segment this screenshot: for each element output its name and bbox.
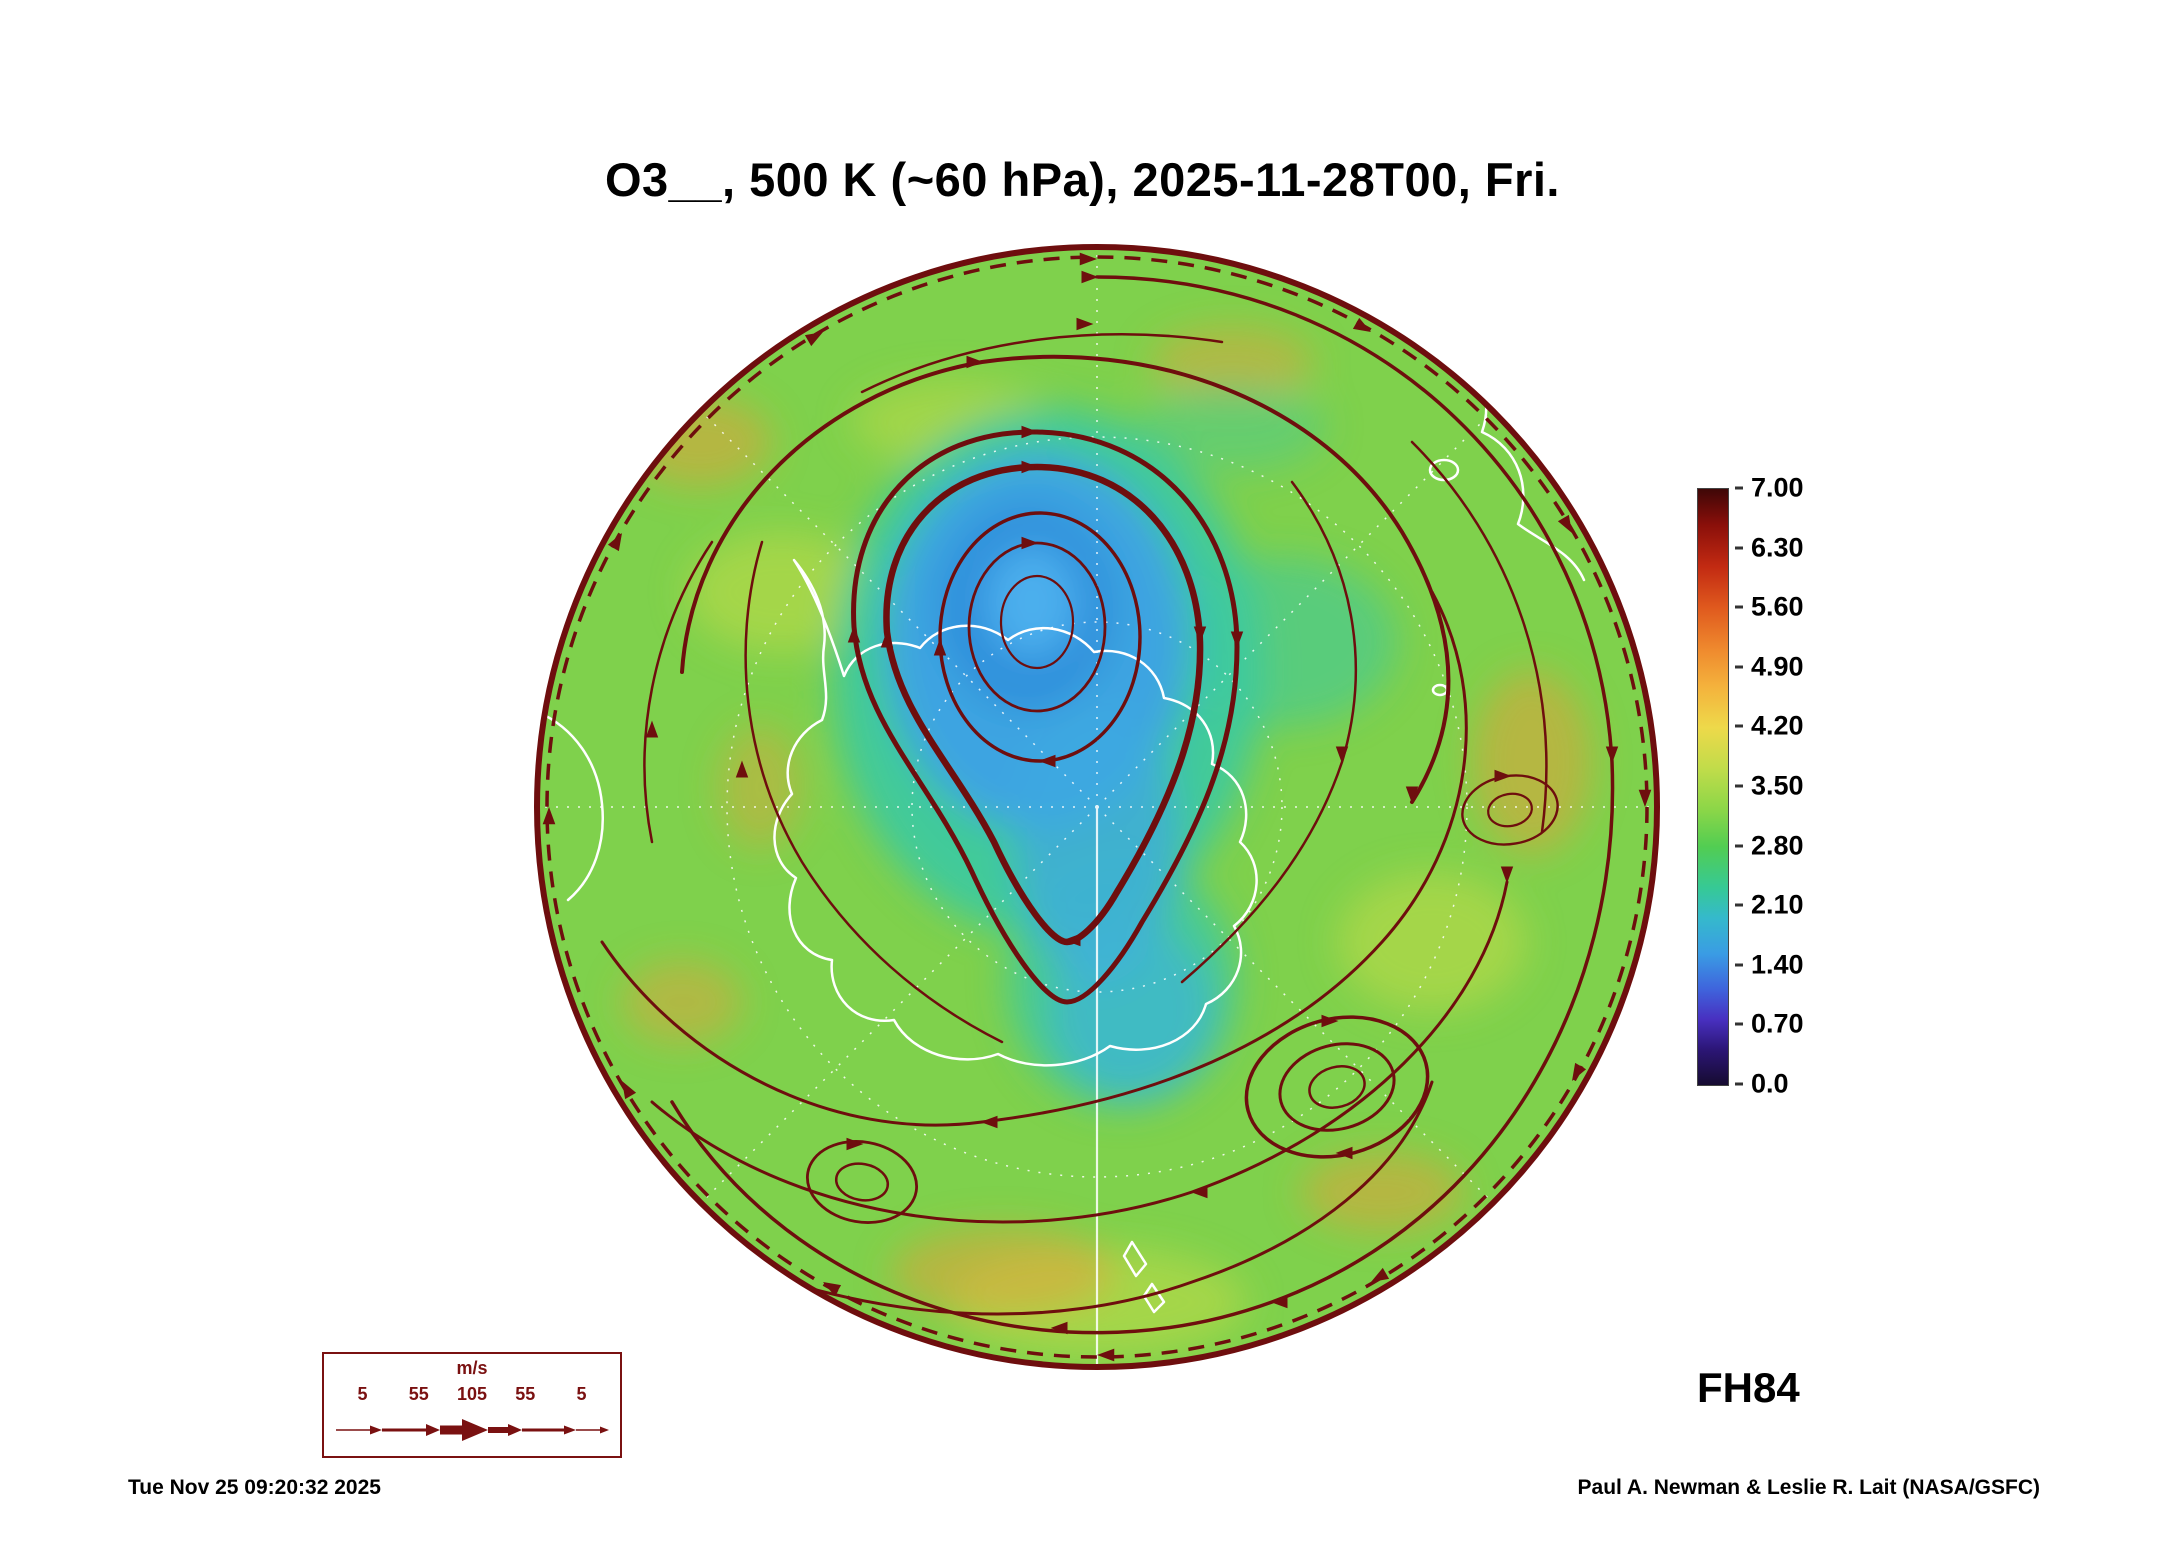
colorbar-tick-label: 2.10 xyxy=(1751,889,1804,920)
tick-mark xyxy=(1735,963,1743,967)
tick-mark xyxy=(1735,665,1743,669)
colorbar-tick: 6.30 xyxy=(1735,532,1804,563)
colorbar-tick-label: 4.90 xyxy=(1751,651,1804,682)
colorbar-tick-label: 0.0 xyxy=(1751,1068,1789,1099)
wind-values-row: 5 55 105 55 5 xyxy=(324,1384,620,1404)
colorbar-tick-label: 7.00 xyxy=(1751,472,1804,503)
colorbar-tick-label: 5.60 xyxy=(1751,591,1804,622)
polar-map xyxy=(532,242,1662,1372)
wind-unit-label: m/s xyxy=(456,1358,488,1378)
wind-value: 55 xyxy=(408,1384,429,1404)
polar-map-svg xyxy=(534,244,1660,1370)
tick-mark xyxy=(1735,1082,1743,1086)
colorbar-tick-label: 1.40 xyxy=(1751,949,1804,980)
tick-mark xyxy=(1735,784,1743,788)
graticule xyxy=(542,252,1652,1369)
new-zealand-coastline xyxy=(1122,1240,1166,1314)
outer-circulation-streamlines xyxy=(600,275,1615,1369)
colorbar-tick-label: 0.70 xyxy=(1751,1008,1804,1039)
tasmania-coastline xyxy=(1428,458,1460,482)
colorbar-tick: 2.80 xyxy=(1735,830,1804,861)
colorbar-tick: 5.60 xyxy=(1735,592,1804,623)
colorbar-gradient xyxy=(1697,488,1729,1086)
colorbar-tick-label: 6.30 xyxy=(1751,532,1804,563)
wind-value: 105 xyxy=(456,1384,488,1404)
polar-vortex-streamlines xyxy=(851,429,1240,1005)
tick-mark xyxy=(1735,486,1743,490)
wind-speed-legend: m/s 5 55 105 55 5 xyxy=(322,1352,622,1458)
credit-text: Paul A. Newman & Leslie R. Lait (NASA/GS… xyxy=(1577,1476,2040,1499)
forecast-hour-label: FH84 xyxy=(1697,1364,1800,1411)
tick-mark xyxy=(1735,844,1743,848)
tick-mark xyxy=(1735,724,1743,728)
streamlines xyxy=(600,271,1618,1369)
colorbar-tick-label: 4.20 xyxy=(1751,710,1804,741)
colorbar-tick: 1.40 xyxy=(1735,949,1804,980)
colorbar-tick: 4.20 xyxy=(1735,711,1804,742)
eddy-streamlines xyxy=(805,774,1559,1224)
wind-value: 5 xyxy=(576,1384,587,1404)
wind-scale-arrows xyxy=(336,1419,609,1441)
colorbar-tick: 2.10 xyxy=(1735,890,1804,921)
colorbar-tick: 3.50 xyxy=(1735,771,1804,802)
tick-mark xyxy=(1735,1022,1743,1026)
south-america-coastline xyxy=(536,710,604,902)
colorbar: 7.00 6.30 5.60 4.90 4.20 3.50 2.80 2.10 … xyxy=(1697,473,1897,1099)
generation-timestamp: Tue Nov 25 09:20:32 2025 xyxy=(128,1476,381,1499)
colorbar-tick: 4.90 xyxy=(1735,651,1804,682)
colorbar-tick: 0.70 xyxy=(1735,1009,1804,1040)
colorbar-tick: 7.00 xyxy=(1735,473,1804,504)
wind-value: 5 xyxy=(357,1384,368,1404)
colorbar-tick-label: 2.80 xyxy=(1751,830,1804,861)
tick-mark xyxy=(1735,903,1743,907)
tick-mark xyxy=(1735,605,1743,609)
rim-wind-arrows xyxy=(534,244,1660,1370)
tick-mark xyxy=(1735,546,1743,550)
plot-title: O3__, 500 K (~60 hPa), 2025-11-28T00, Fr… xyxy=(604,153,1560,206)
wind-value: 55 xyxy=(515,1384,536,1404)
colorbar-tick: 0.0 xyxy=(1735,1069,1789,1100)
colorbar-tick-label: 3.50 xyxy=(1751,770,1804,801)
